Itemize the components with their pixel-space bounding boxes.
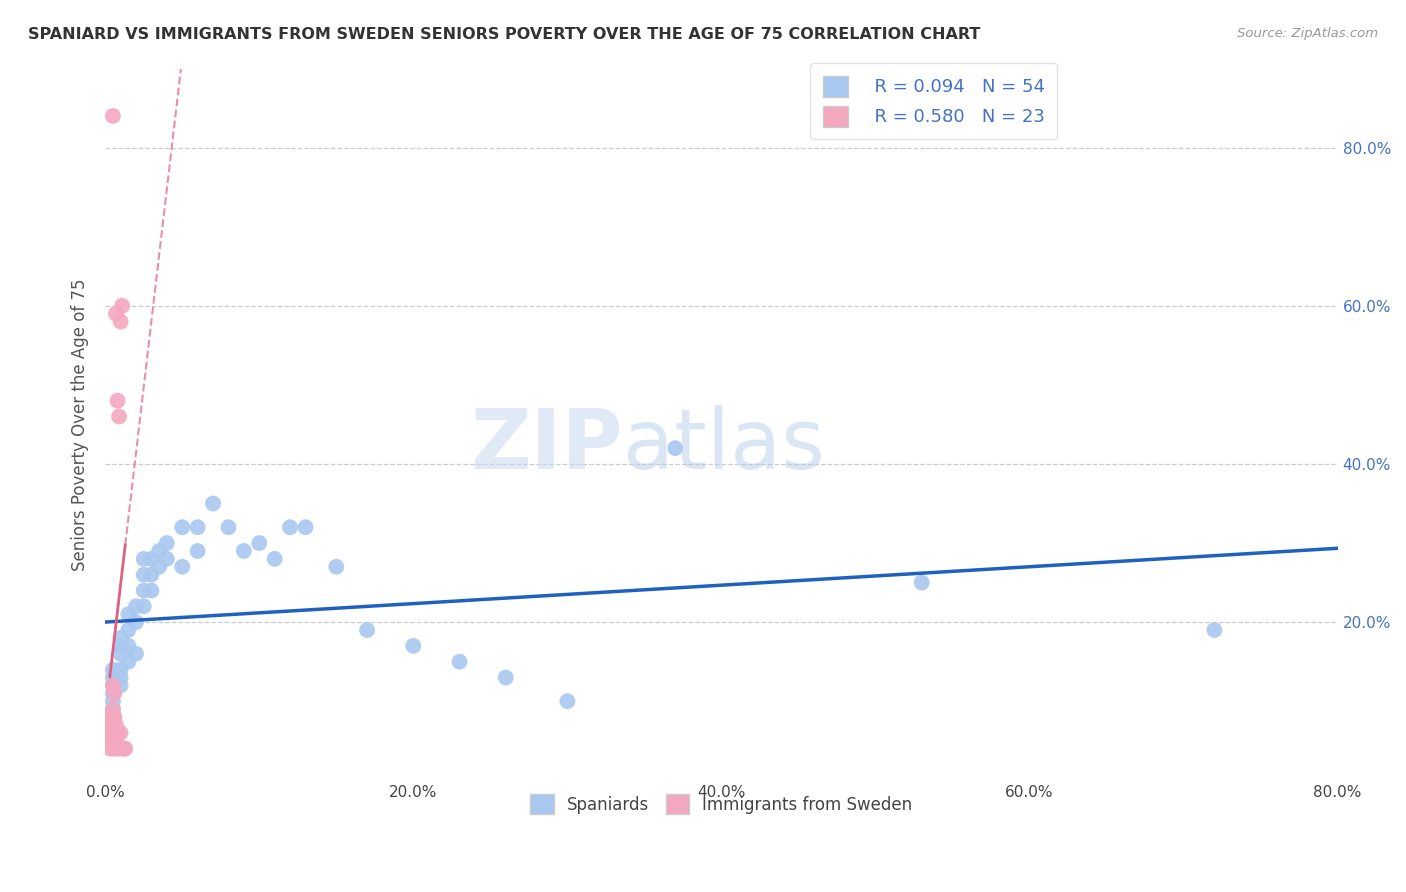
Point	[132, 552, 155, 566]
Point	[187, 520, 209, 534]
Point	[263, 552, 285, 566]
Point	[664, 441, 686, 455]
Legend: Spaniards, Immigrants from Sweden: Spaniards, Immigrants from Sweden	[519, 783, 924, 825]
Point	[101, 686, 124, 700]
Point	[101, 678, 124, 692]
Point	[125, 615, 148, 629]
Point	[101, 726, 124, 740]
Point	[402, 639, 425, 653]
Point	[125, 647, 148, 661]
Point	[132, 583, 155, 598]
Point	[1204, 623, 1226, 637]
Point	[110, 647, 132, 661]
Point	[101, 702, 124, 716]
Point	[100, 733, 122, 747]
Text: ZIP: ZIP	[471, 405, 623, 486]
Text: Source: ZipAtlas.com: Source: ZipAtlas.com	[1237, 27, 1378, 40]
Point	[141, 583, 163, 598]
Point	[202, 496, 225, 510]
Point	[101, 663, 124, 677]
Point	[172, 559, 194, 574]
Point	[141, 567, 163, 582]
Point	[117, 655, 139, 669]
Point	[125, 599, 148, 614]
Point	[101, 678, 124, 692]
Point	[107, 726, 129, 740]
Y-axis label: Seniors Poverty Over the Age of 75: Seniors Poverty Over the Age of 75	[72, 278, 89, 571]
Point	[101, 710, 124, 724]
Text: SPANIARD VS IMMIGRANTS FROM SWEDEN SENIORS POVERTY OVER THE AGE OF 75 CORRELATIO: SPANIARD VS IMMIGRANTS FROM SWEDEN SENIO…	[28, 27, 980, 42]
Point	[132, 567, 155, 582]
Point	[98, 726, 121, 740]
Point	[101, 109, 124, 123]
Point	[107, 393, 129, 408]
Point	[278, 520, 301, 534]
Point	[110, 663, 132, 677]
Point	[101, 733, 124, 747]
Point	[294, 520, 316, 534]
Point	[100, 718, 122, 732]
Point	[110, 678, 132, 692]
Point	[103, 741, 125, 756]
Point	[217, 520, 239, 534]
Point	[132, 599, 155, 614]
Point	[103, 710, 125, 724]
Point	[110, 671, 132, 685]
Point	[187, 544, 209, 558]
Point	[105, 307, 128, 321]
Point	[356, 623, 378, 637]
Point	[156, 552, 179, 566]
Point	[148, 559, 170, 574]
Point	[110, 315, 132, 329]
Point	[101, 718, 124, 732]
Point	[141, 552, 163, 566]
Point	[247, 536, 270, 550]
Point	[98, 710, 121, 724]
Point	[101, 694, 124, 708]
Point	[103, 686, 125, 700]
Point	[110, 726, 132, 740]
Point	[911, 575, 934, 590]
Point	[98, 741, 121, 756]
Point	[449, 655, 471, 669]
Point	[117, 623, 139, 637]
Point	[105, 733, 128, 747]
Point	[111, 299, 134, 313]
Point	[117, 639, 139, 653]
Point	[156, 536, 179, 550]
Point	[101, 671, 124, 685]
Point	[108, 409, 131, 424]
Point	[110, 631, 132, 645]
Point	[108, 741, 131, 756]
Point	[325, 559, 347, 574]
Point	[112, 741, 135, 756]
Point	[101, 726, 124, 740]
Point	[495, 671, 517, 685]
Point	[117, 607, 139, 622]
Point	[110, 639, 132, 653]
Point	[114, 741, 136, 756]
Point	[101, 702, 124, 716]
Point	[232, 544, 254, 558]
Text: atlas: atlas	[623, 405, 824, 486]
Point	[172, 520, 194, 534]
Point	[148, 544, 170, 558]
Point	[105, 718, 128, 732]
Point	[557, 694, 579, 708]
